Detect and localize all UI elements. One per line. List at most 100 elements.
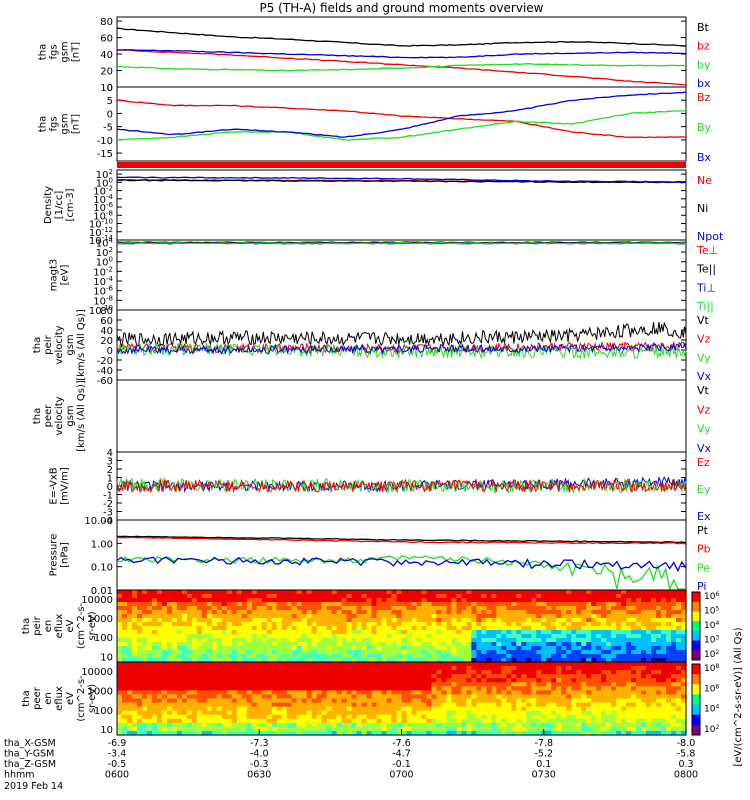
heatmap-cell [571,654,577,659]
heatmap-cell [481,702,487,708]
heatmap-cell [431,662,438,667]
colorbar-segment [692,684,700,695]
heatmap-cell [226,598,233,603]
heatmap-cell [336,666,343,671]
heatmap-cell [246,694,253,700]
heatmap-cell [306,622,313,627]
y-tick-label: -5 [103,123,113,134]
heatmap-cell [461,606,467,611]
heatmap-cell [381,646,388,651]
legend-Te⊥: Te⊥ [696,244,718,257]
heatmap-cell [661,730,667,736]
heatmap-cell [671,622,677,627]
heatmap-cell [501,622,507,627]
heatmap-cell [511,670,517,675]
heatmap-cell [261,606,268,611]
heatmap-cell [401,630,408,635]
heatmap-cell [406,622,413,627]
heatmap-cell [366,710,373,716]
heatmap-cell [576,606,582,611]
heatmap-cell [216,630,223,635]
heatmap-cell [416,694,423,700]
heatmap-cell [526,678,532,683]
heatmap-cell [117,710,123,716]
heatmap-cell [311,634,318,639]
heatmap-cell [321,722,328,728]
heatmap-cell [481,722,487,728]
heatmap-cell [376,650,383,655]
heatmap-cell [166,714,173,720]
heatmap-cell [241,670,248,675]
heatmap-cell [376,606,383,611]
heatmap-cell [176,638,183,643]
heatmap-cell [326,662,333,667]
heatmap-cell [536,682,542,687]
legend-Pt: Pt [697,524,709,537]
heatmap-cell [361,606,368,611]
y-tick-label: 40 [100,50,113,61]
heatmap-cell [221,666,228,671]
heatmap-cell [276,606,283,611]
heatmap-cell [636,662,642,667]
heatmap-cell [321,650,328,655]
colorbar-segment [692,694,700,706]
colorbar-label: [eV/(cm^2-s-sr-eV)] (All Qs) [733,627,744,766]
heatmap-cell [636,602,642,607]
heatmap-cell [641,694,647,700]
heatmap-cell [121,678,128,683]
heatmap-cell [386,698,393,704]
heatmap-cell [131,694,138,700]
heatmap-cell [171,670,178,675]
heatmap-cell [376,674,383,679]
heatmap-cell [286,646,293,651]
heatmap-cell [206,602,213,607]
heatmap-cell [641,634,647,639]
heatmap-cell [381,654,388,659]
heatmap-cell [461,690,467,696]
heatmap-cell [616,690,622,696]
heatmap-cell [626,590,632,595]
heatmap-cell [396,602,403,607]
heatmap-cell [561,622,567,627]
heatmap-cell [141,638,148,643]
heatmap-cell [156,658,163,663]
heatmap-cell [391,710,398,716]
heatmap-cell [656,654,662,659]
heatmap-cell [346,694,353,700]
heatmap-cell [141,694,148,700]
heatmap-cell [671,714,677,720]
heatmap-cell [481,634,487,639]
heatmap-cell [316,718,323,724]
heatmap-cell [221,682,228,687]
heatmap-cell [456,706,462,712]
heatmap-cell [311,722,318,728]
heatmap-cell [511,642,517,647]
heatmap-cell [486,638,492,643]
heatmap-cell [651,606,657,611]
heatmap-cell [641,674,647,679]
heatmap-cell [496,714,502,720]
heatmap-cell [131,666,138,671]
heatmap-cell [366,666,373,671]
colorbar-tick: 103 [704,635,719,646]
heatmap-cell [156,710,163,716]
heatmap-cell [366,626,373,631]
heatmap-cell [196,626,203,631]
heatmap-cell [406,654,413,659]
heatmap-cell [446,622,453,627]
heatmap-cell [201,686,208,691]
heatmap-cell [286,638,293,643]
heatmap-cell [341,598,348,603]
heatmap-cell [626,730,632,736]
heatmap-cell [281,602,288,607]
heatmap-cell [341,730,348,736]
heatmap-cell [351,694,358,700]
heatmap-cell [361,646,368,651]
heatmap-cell [221,674,228,679]
heatmap-cell [331,682,338,687]
heatmap-cell [481,602,487,607]
heatmap-cell [596,714,602,720]
heatmap-cell [631,698,637,704]
heatmap-cell [661,630,667,635]
heatmap-cell [306,638,313,643]
